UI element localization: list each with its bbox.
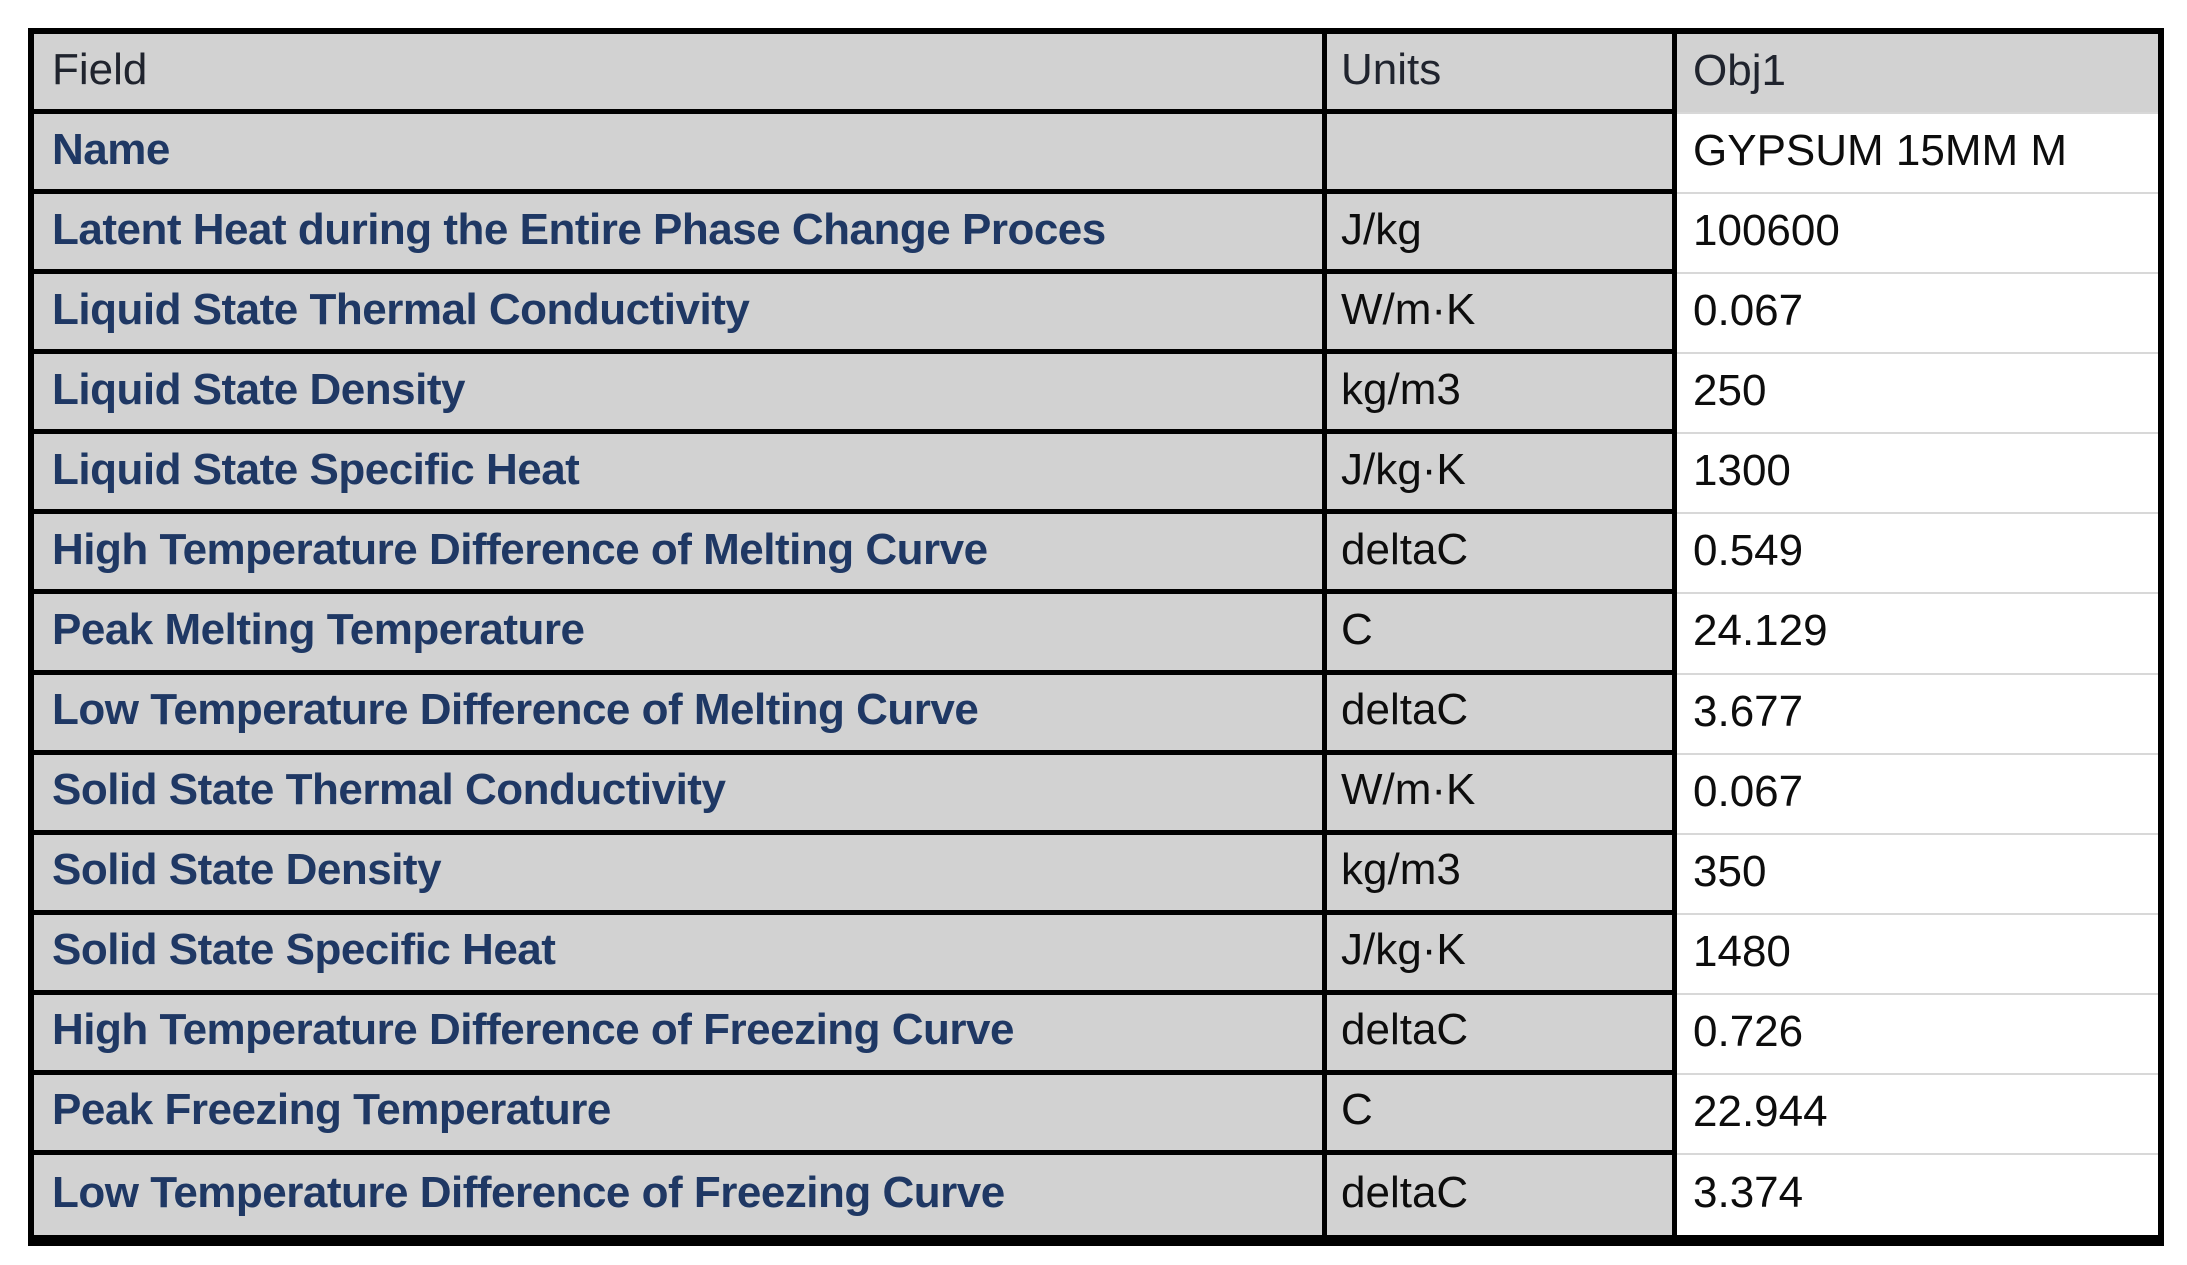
units-cell: deltaC xyxy=(1327,674,1677,755)
field-name-cell: Liquid State Thermal Conductivity xyxy=(34,274,1327,355)
field-name-cell: High Temperature Difference of Freezing … xyxy=(34,994,1327,1075)
units-cell: C xyxy=(1327,594,1677,675)
value-cell[interactable]: GYPSUM 15MM M xyxy=(1677,114,2158,195)
field-name-cell: Solid State Specific Heat xyxy=(34,914,1327,995)
units-cell xyxy=(1327,114,1677,195)
field-name-cell: Low Temperature Difference of Freezing C… xyxy=(34,1154,1327,1235)
object-properties-table: Field Units Obj1 Name GYPSUM 15MM M Late… xyxy=(28,28,2164,1246)
units-cell: W/m·K xyxy=(1327,274,1677,355)
value-cell[interactable]: 0.067 xyxy=(1677,274,2158,355)
column-header-units: Units xyxy=(1327,34,1677,115)
field-name-cell: Low Temperature Difference of Melting Cu… xyxy=(34,674,1327,755)
field-name-cell: High Temperature Difference of Melting C… xyxy=(34,514,1327,595)
field-name-cell: Solid State Density xyxy=(34,834,1327,915)
value-cell[interactable]: 0.549 xyxy=(1677,514,2158,595)
field-name-cell: Peak Melting Temperature xyxy=(34,594,1327,675)
units-cell: deltaC xyxy=(1327,1154,1677,1235)
value-cell[interactable]: 1300 xyxy=(1677,434,2158,515)
value-cell[interactable]: 100600 xyxy=(1677,194,2158,275)
field-name-cell: Solid State Thermal Conductivity xyxy=(34,754,1327,835)
value-cell[interactable]: 0.726 xyxy=(1677,994,2158,1075)
column-header-field: Field xyxy=(34,34,1327,115)
units-cell: kg/m3 xyxy=(1327,354,1677,435)
units-cell: deltaC xyxy=(1327,514,1677,595)
value-cell[interactable]: 1480 xyxy=(1677,914,2158,995)
value-cell[interactable]: 0.067 xyxy=(1677,754,2158,835)
field-name-cell: Liquid State Density xyxy=(34,354,1327,435)
value-cell[interactable]: 24.129 xyxy=(1677,594,2158,675)
field-name-cell: Peak Freezing Temperature xyxy=(34,1074,1327,1155)
column-header-obj1: Obj1 xyxy=(1677,34,2158,115)
units-cell: J/kg·K xyxy=(1327,434,1677,515)
value-cell[interactable]: 350 xyxy=(1677,834,2158,915)
field-name-cell: Liquid State Specific Heat xyxy=(34,434,1327,515)
value-cell[interactable]: 3.677 xyxy=(1677,674,2158,755)
value-cell[interactable]: 3.374 xyxy=(1677,1154,2158,1235)
field-name-cell: Latent Heat during the Entire Phase Chan… xyxy=(34,194,1327,275)
units-cell: W/m·K xyxy=(1327,754,1677,835)
units-cell: C xyxy=(1327,1074,1677,1155)
units-cell: J/kg xyxy=(1327,194,1677,275)
value-cell[interactable]: 22.944 xyxy=(1677,1074,2158,1155)
field-name-cell: Name xyxy=(34,114,1327,195)
units-cell: J/kg·K xyxy=(1327,914,1677,995)
units-cell: kg/m3 xyxy=(1327,834,1677,915)
value-cell[interactable]: 250 xyxy=(1677,354,2158,435)
units-cell: deltaC xyxy=(1327,994,1677,1075)
